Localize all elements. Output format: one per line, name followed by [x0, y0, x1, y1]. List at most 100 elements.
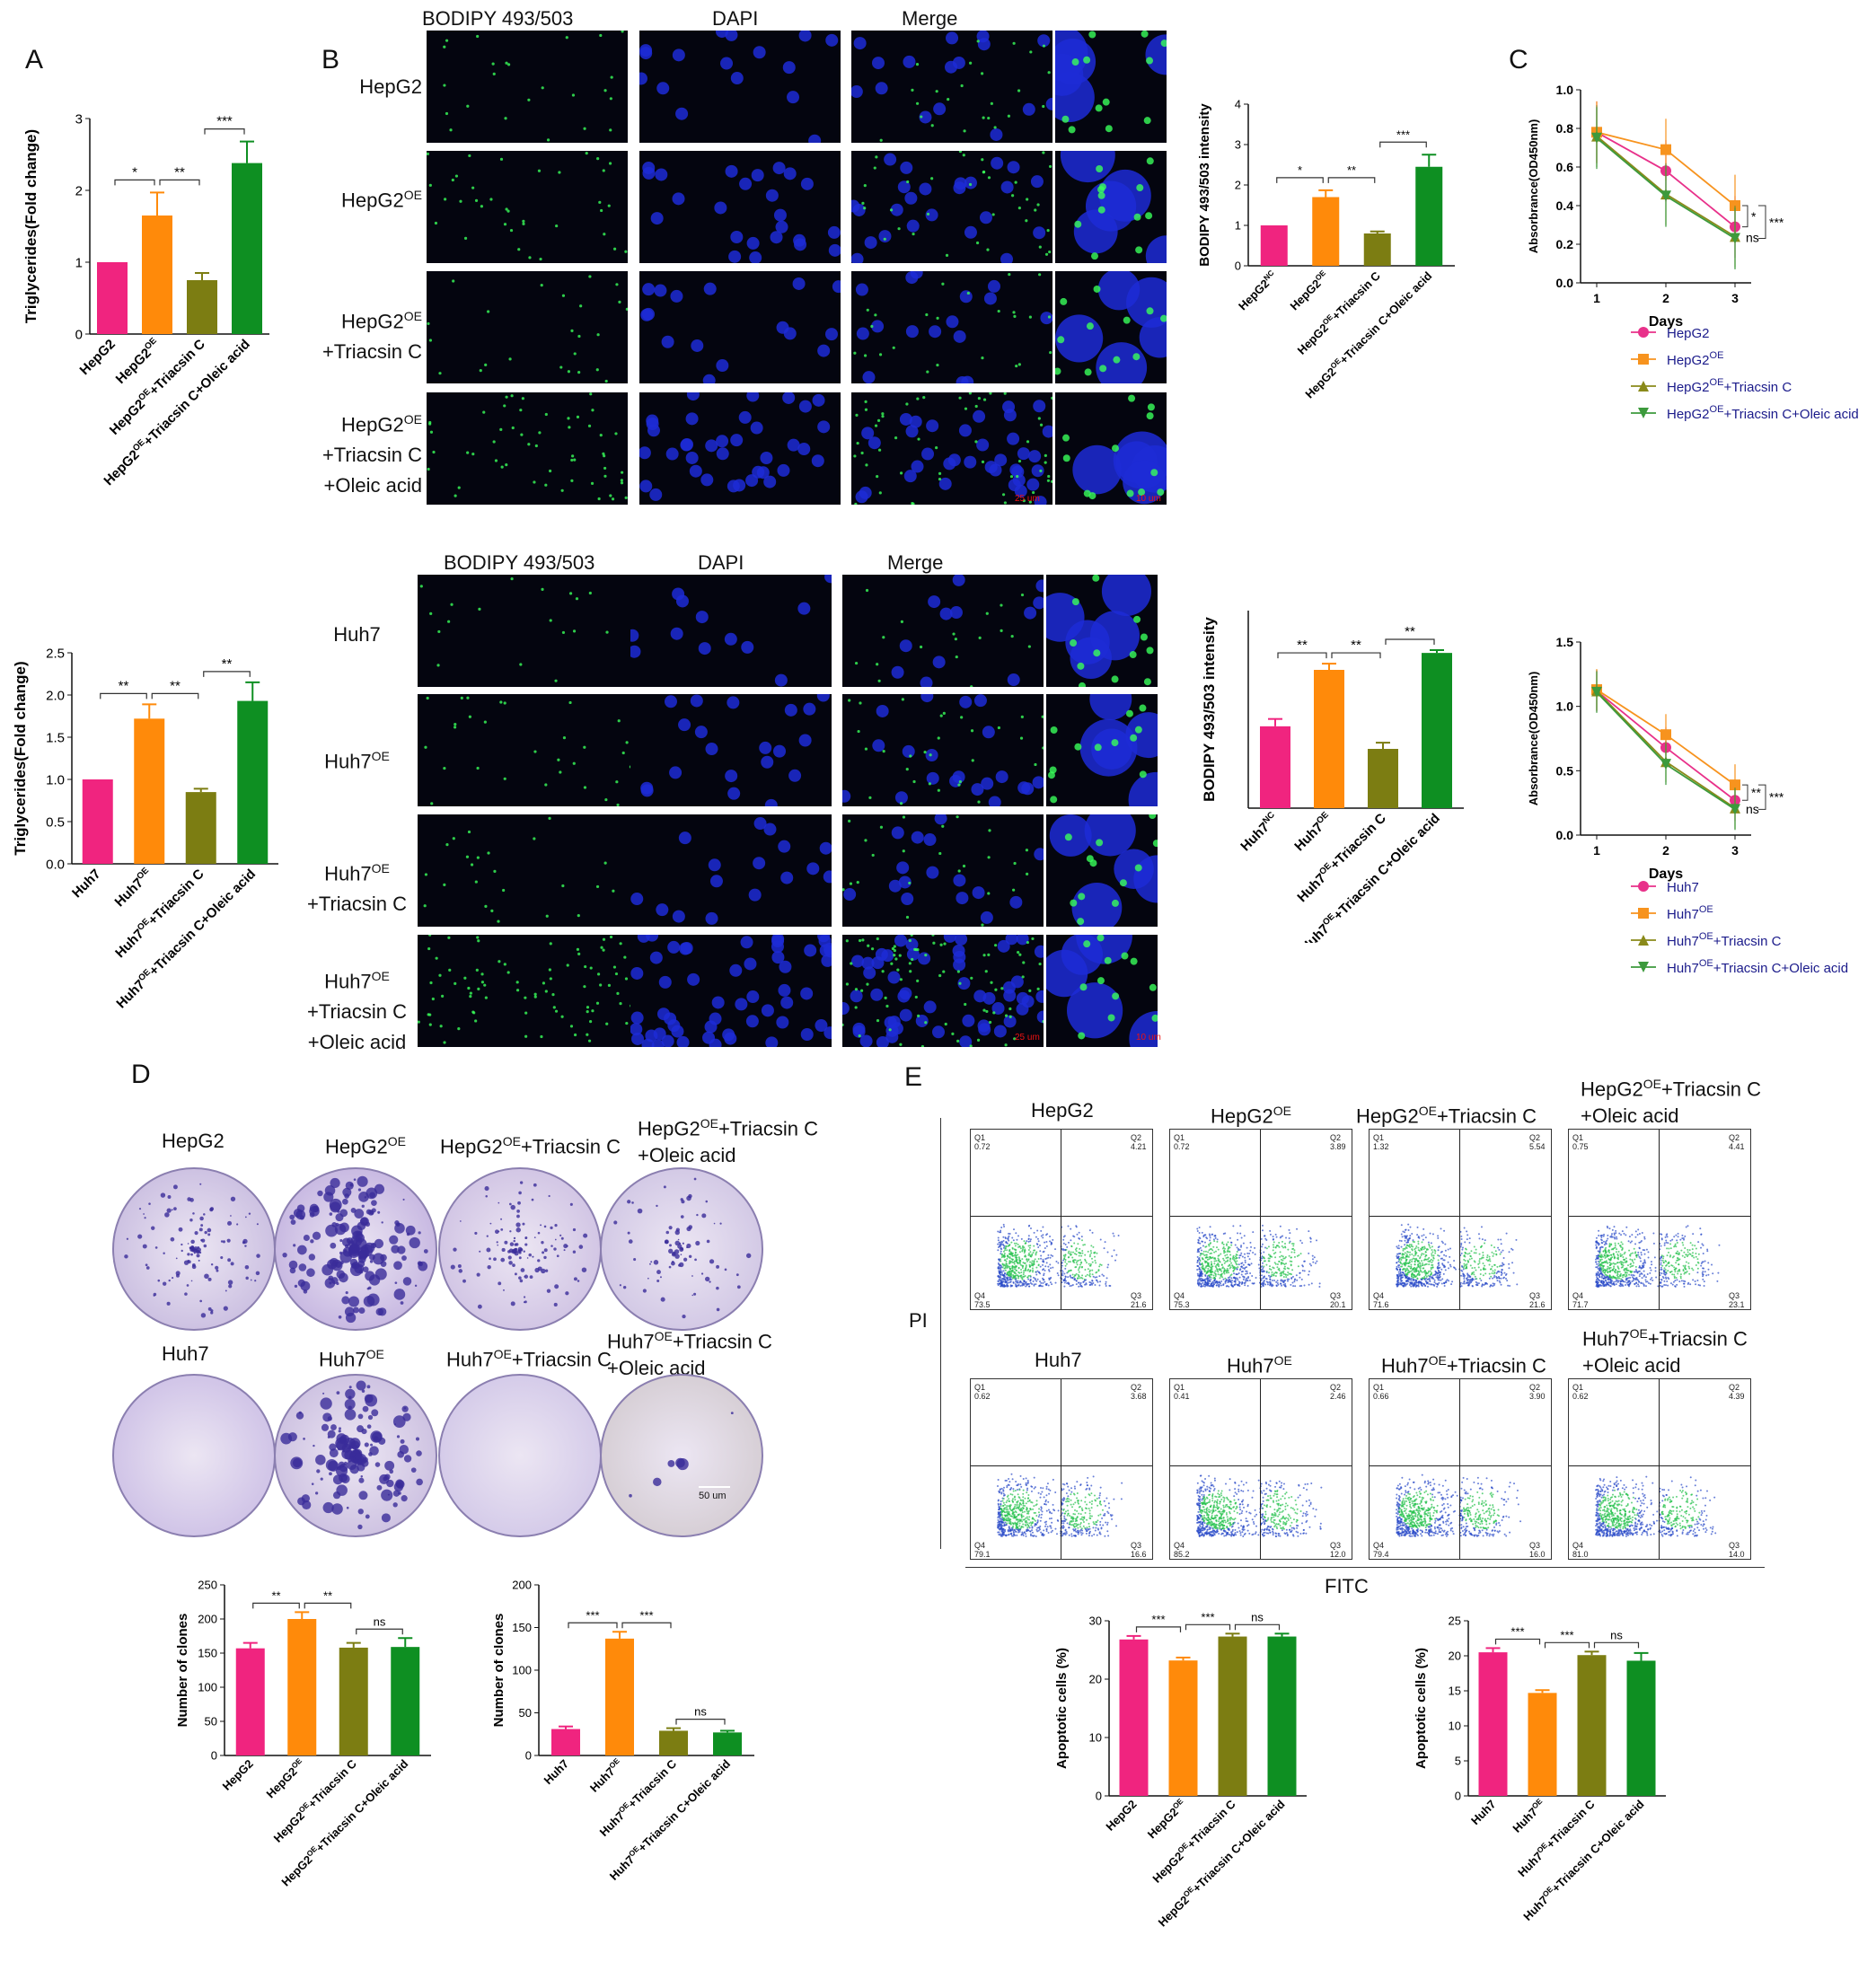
colony [688, 1225, 693, 1229]
event [1299, 1285, 1301, 1288]
significance-label: *** [1769, 790, 1784, 805]
event [1284, 1283, 1287, 1286]
lipid-droplet [607, 983, 612, 987]
event [1235, 1257, 1237, 1260]
lipid-droplet [881, 970, 885, 973]
event [1288, 1278, 1290, 1280]
event [1282, 1281, 1285, 1284]
event [1398, 1264, 1401, 1267]
colony [566, 1245, 568, 1247]
event [1437, 1263, 1440, 1265]
event [1269, 1282, 1272, 1285]
lipid-droplet [475, 968, 479, 972]
event [1234, 1278, 1237, 1280]
lipid-droplet [604, 379, 608, 383]
colony [387, 1493, 390, 1496]
colony [515, 1227, 521, 1233]
lipid-droplet [1028, 315, 1032, 319]
colony [227, 1258, 232, 1263]
colony [694, 1258, 697, 1262]
event [1239, 1225, 1242, 1227]
lipid-droplet [1037, 417, 1041, 420]
event [1290, 1243, 1293, 1245]
colony [226, 1238, 231, 1243]
lipid-droplet [1086, 855, 1094, 863]
event [1033, 1249, 1035, 1252]
colony [528, 1253, 533, 1257]
event [1428, 1277, 1431, 1280]
event [1250, 1245, 1253, 1248]
event [1408, 1261, 1411, 1263]
nucleus [1034, 496, 1047, 505]
event [1213, 1240, 1216, 1243]
event [1281, 1254, 1283, 1257]
lipid-droplet [549, 942, 552, 946]
event [1238, 1276, 1241, 1279]
event [1297, 1265, 1299, 1268]
row-label: HepG2OE +Triacsin C +Oleic acid [321, 412, 422, 497]
event [1414, 1276, 1417, 1279]
event [1225, 1279, 1228, 1281]
colony [543, 1255, 547, 1260]
nucleus [770, 231, 783, 244]
event [1227, 1247, 1229, 1250]
significance-bracket [1494, 1638, 1541, 1645]
event [1409, 1245, 1412, 1248]
nucleus [675, 594, 689, 608]
event [1235, 1255, 1237, 1258]
event [1417, 1280, 1420, 1283]
event [1479, 1272, 1482, 1275]
lipid-droplet [905, 768, 909, 771]
event [1396, 1262, 1398, 1264]
colony [405, 1225, 416, 1236]
event [1231, 1285, 1234, 1288]
colony [144, 1217, 146, 1219]
y-tick-label: 250 [198, 1579, 217, 1592]
event [1064, 1275, 1067, 1278]
lipid-droplet [469, 991, 472, 995]
lipid-droplet [583, 745, 586, 749]
micrograph [1047, 694, 1158, 806]
colony [526, 1257, 529, 1259]
event [1224, 1251, 1227, 1254]
lipid-droplet [1042, 746, 1044, 750]
event [1429, 1275, 1431, 1278]
event [1404, 1268, 1406, 1271]
event [1089, 1263, 1092, 1266]
event [1203, 1269, 1206, 1271]
event [1216, 1270, 1219, 1272]
lipid-droplet [879, 825, 884, 829]
event [1225, 1261, 1228, 1263]
colony [409, 1236, 420, 1249]
event [1422, 1238, 1424, 1241]
lipid-droplet [567, 417, 570, 420]
event [1481, 1238, 1484, 1241]
colony [306, 1268, 315, 1278]
lipid-droplet [856, 881, 859, 884]
significance-label: ns [374, 1614, 386, 1628]
event [1417, 1243, 1420, 1245]
lipid-droplet [867, 944, 870, 947]
event [1466, 1276, 1469, 1279]
row-label: Huh7 [333, 623, 381, 646]
event [1099, 1263, 1102, 1266]
event [1015, 1272, 1017, 1275]
lipid-droplet [502, 888, 506, 893]
colony [543, 1248, 548, 1253]
lipid-droplet [932, 941, 936, 945]
event [1416, 1261, 1419, 1263]
event [1440, 1240, 1443, 1243]
event [1069, 1261, 1071, 1263]
event [1396, 1255, 1398, 1258]
event [1498, 1280, 1501, 1282]
event [1418, 1249, 1421, 1252]
event [1050, 1242, 1052, 1245]
event [1081, 1265, 1084, 1268]
event [1018, 1257, 1021, 1260]
event [1093, 1252, 1096, 1254]
event [1405, 1258, 1408, 1261]
event [1234, 1261, 1237, 1263]
nucleus [953, 950, 966, 963]
significance-label: *** [1510, 1624, 1524, 1638]
colony [222, 1240, 225, 1244]
